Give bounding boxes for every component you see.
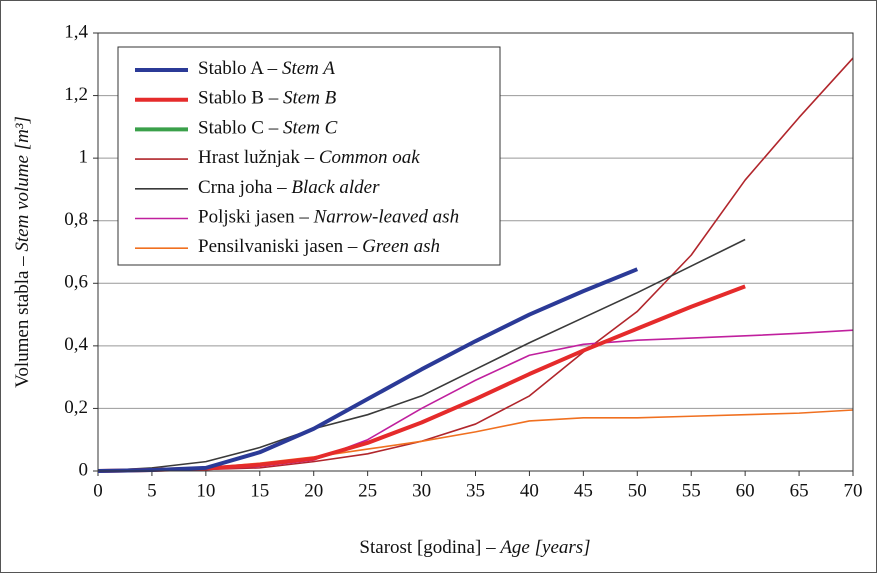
legend-name: Crna joha – — [198, 177, 287, 198]
legend-name-en: Stem A — [282, 58, 335, 79]
legend-name-en: Stem B — [283, 88, 337, 109]
legend-name: Stablo B – — [198, 88, 279, 109]
x-tick-label: 0 — [93, 480, 103, 501]
y-label-en: Stem volume [m³] — [12, 116, 33, 252]
y-tick-label: 0,8 — [64, 209, 88, 230]
legend-label: Stablo B – Stem B — [198, 88, 337, 109]
x-tick-label: 40 — [520, 480, 539, 501]
series-line — [97, 267, 639, 473]
legend-label: Hrast lužnjak – Common oak — [198, 147, 420, 168]
x-tick-label: 10 — [196, 480, 215, 501]
x-tick-label: 20 — [304, 480, 323, 501]
x-tick-label: 25 — [358, 480, 377, 501]
legend-name: Pensilvaniski jasen – — [198, 237, 358, 258]
legend-name-en: Black alder — [291, 177, 380, 198]
y-tick-label: 0 — [79, 459, 89, 480]
x-tick-label: 70 — [844, 480, 863, 501]
x-label-local: Starost [godina] – — [359, 537, 496, 558]
legend — [117, 46, 501, 266]
legend-name-en: Stem C — [283, 118, 338, 139]
x-tick-label: 50 — [628, 480, 647, 501]
y-tick-label: 1,2 — [64, 84, 88, 105]
x-tick-label: 65 — [790, 480, 809, 501]
legend-name: Hrast lužnjak – — [198, 147, 315, 168]
legend-name: Stablo C – — [198, 118, 279, 139]
legend-label: Crna joha – Black alder — [198, 177, 380, 198]
x-tick-label: 5 — [147, 480, 157, 501]
series-line — [97, 238, 746, 472]
x-tick-label: 45 — [574, 480, 593, 501]
legend-label: Stablo A – Stem A — [198, 58, 335, 79]
legend-name-en: Green ash — [362, 237, 440, 258]
y-label-local: Volumen stabla – — [12, 256, 33, 388]
y-axis-label: Volumen stabla – Stem volume [m³] — [12, 116, 33, 388]
x-tick-label: 30 — [412, 480, 431, 501]
y-tick-label: 1,4 — [64, 21, 88, 42]
x-tick-label: 15 — [250, 480, 269, 501]
legend-name-en: Narrow-leaved ash — [313, 207, 459, 228]
x-label-en: Age [years] — [498, 537, 590, 558]
legend-name: Poljski jasen – — [198, 207, 309, 228]
x-tick-label: 55 — [682, 480, 701, 501]
y-tick-label: 0,4 — [64, 334, 88, 355]
plot-border — [97, 32, 854, 472]
y-tick-label: 1 — [79, 147, 89, 168]
y-tick-label: 0,6 — [64, 272, 88, 293]
legend-name: Stablo A – — [198, 58, 278, 79]
y-tick-label: 0,2 — [64, 397, 88, 418]
x-axis-label: Starost [godina] – Age [years] — [359, 537, 590, 558]
legend-label: Pensilvaniski jasen – Green ash — [198, 237, 440, 258]
legend-label: Stablo C – Stem C — [198, 118, 338, 139]
x-tick-label: 60 — [736, 480, 755, 501]
legend-label: Poljski jasen – Narrow-leaved ash — [198, 207, 459, 228]
legend-name-en: Common oak — [319, 147, 420, 168]
x-tick-label: 35 — [466, 480, 485, 501]
